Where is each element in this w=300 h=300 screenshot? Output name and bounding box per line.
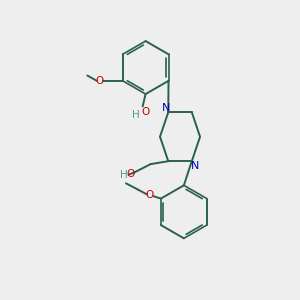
Text: H: H — [120, 170, 128, 180]
Text: O: O — [146, 190, 154, 200]
Text: N: N — [191, 160, 200, 171]
Text: O: O — [95, 76, 104, 86]
Text: H: H — [132, 110, 140, 120]
Text: O: O — [142, 107, 150, 117]
Text: O: O — [127, 169, 135, 179]
Text: N: N — [162, 103, 170, 113]
